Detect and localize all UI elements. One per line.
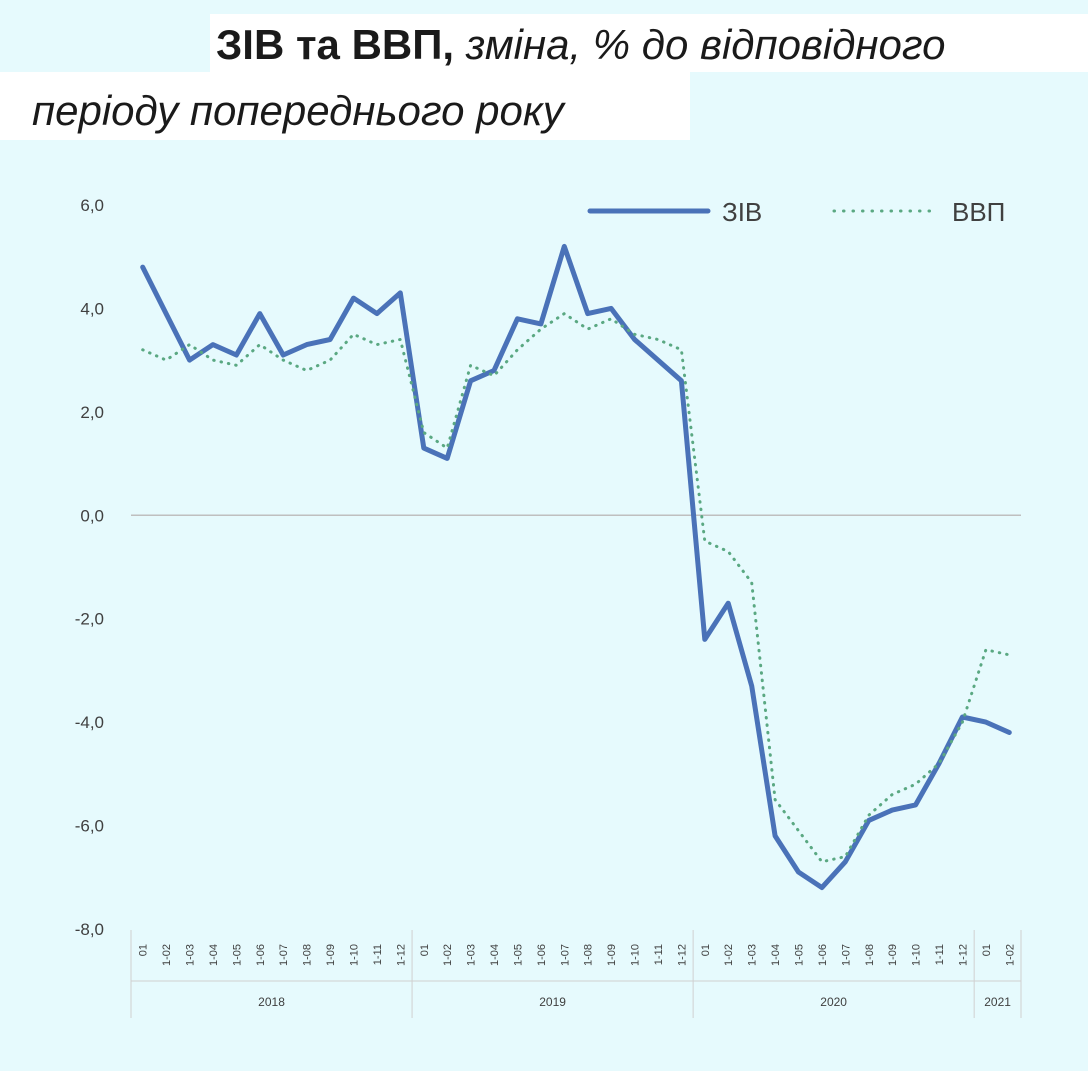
x-tick-label: 01 (981, 944, 993, 956)
x-tick-label: 1-09 (606, 944, 618, 966)
x-tick-label: 1-10 (630, 944, 642, 966)
chart-title-line2: періоду попереднього року (32, 87, 564, 134)
chart-title-bold: ЗІВ та ВВП, (216, 21, 455, 68)
x-tick-label: 1-02 (161, 944, 173, 966)
y-tick-label: -4,0 (75, 713, 104, 732)
legend-label-vvp: ВВП (952, 197, 1005, 227)
x-tick-label: 1-08 (864, 944, 876, 966)
series-line-vvp (141, 312, 1011, 864)
x-tick-label: 01 (419, 944, 431, 956)
x-tick-label: 1-05 (231, 944, 243, 966)
x-tick-label: 1-07 (840, 944, 852, 966)
x-tick-label: 1-03 (747, 944, 759, 966)
chart-title-italic-1: зміна, % до відповідного (465, 21, 946, 68)
x-tick-label: 1-05 (794, 944, 806, 966)
x-tick-label: 1-10 (349, 944, 361, 966)
x-tick-label: 1-12 (676, 944, 688, 966)
x-tick-label: 1-04 (208, 944, 220, 966)
title-block: ЗІВ та ВВП, зміна, % до відповідного пер… (0, 0, 1088, 140)
x-tick-label: 1-02 (723, 944, 735, 966)
y-tick-label: 6,0 (80, 196, 104, 215)
x-tick-label: 1-02 (1004, 944, 1016, 966)
title-background-bottom (0, 72, 690, 140)
x-tick-label: 1-09 (325, 944, 337, 966)
x-tick-label: 1-12 (957, 944, 969, 966)
x-tick-label: 1-06 (536, 944, 548, 966)
x-tick-label: 1-05 (512, 944, 524, 966)
year-label: 2019 (539, 995, 566, 1009)
legend-label-ziv: ЗІВ (722, 197, 762, 227)
y-tick-label: 4,0 (80, 299, 104, 318)
y-tick-label: 2,0 (80, 403, 104, 422)
x-tick-label: 1-07 (278, 944, 290, 966)
x-tick-label: 1-11 (372, 944, 384, 965)
x-tick-label: 1-11 (934, 944, 946, 965)
x-tick-label: 1-12 (395, 944, 407, 966)
year-label: 2020 (820, 995, 847, 1009)
x-tick-label: 1-07 (559, 944, 571, 966)
x-tick-label: 1-11 (653, 944, 665, 965)
chart-title-line1: ЗІВ та ВВП, зміна, % до відповідного (216, 20, 946, 70)
year-label: 2018 (258, 995, 285, 1009)
x-tick-label: 1-04 (770, 944, 782, 966)
x-tick-label: 01 (700, 944, 712, 956)
x-tick-label: 1-02 (442, 944, 454, 966)
y-tick-label: -8,0 (75, 920, 104, 939)
y-tick-label: -6,0 (75, 817, 104, 836)
x-tick-label: 1-06 (817, 944, 829, 966)
x-tick-label: 1-06 (255, 944, 267, 966)
x-tick-label: 1-08 (302, 944, 314, 966)
x-tick-label: 01 (138, 944, 150, 956)
title-background-top (210, 14, 1088, 72)
x-tick-label: 1-08 (583, 944, 595, 966)
x-tick-label: 1-09 (887, 944, 899, 966)
x-tick-label: 1-03 (185, 944, 197, 966)
x-tick-label: 1-03 (466, 944, 478, 966)
year-label: 2021 (984, 995, 1011, 1009)
x-tick-label: 1-04 (489, 944, 501, 966)
series-line-ziv (140, 243, 1012, 891)
y-tick-label: 0,0 (80, 506, 104, 525)
x-tick-label: 1-10 (911, 944, 923, 966)
y-tick-label: -2,0 (75, 610, 104, 629)
